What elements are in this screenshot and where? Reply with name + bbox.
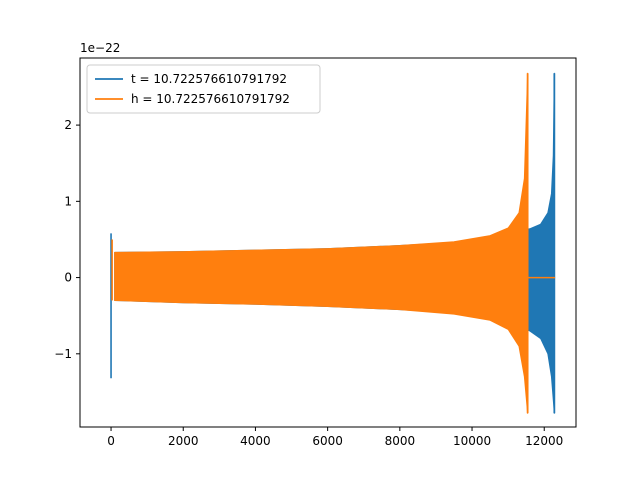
- x-tick-label: 4000: [240, 434, 271, 448]
- y-tick-label: −1: [54, 347, 72, 361]
- legend-item: t = 10.722576610791792: [95, 72, 287, 86]
- legend: t = 10.722576610791792 h = 10.72257661079…: [86, 64, 321, 114]
- plot-area: [110, 72, 556, 414]
- x-tick-label: 8000: [385, 434, 416, 448]
- x-tick-label: 10000: [453, 434, 491, 448]
- x-tick-label: 2000: [168, 434, 199, 448]
- x-axis: 0 2000 4000 6000 8000 10000 12000: [107, 427, 563, 448]
- y-axis: 2 1 0 −1: [54, 118, 80, 361]
- x-tick-label: 0: [107, 434, 115, 448]
- y-tick-label: 1: [64, 194, 72, 208]
- x-tick-label: 12000: [525, 434, 563, 448]
- legend-box: [86, 64, 321, 114]
- y-tick-label: 0: [64, 271, 72, 285]
- y-offset-text: 1e−22: [80, 41, 120, 55]
- x-tick-label: 6000: [312, 434, 343, 448]
- series-2-oscillation-lines: [114, 180, 525, 375]
- y-tick-label: 2: [64, 118, 72, 132]
- series-2: [111, 72, 556, 414]
- legend-label: t = 10.722576610791792: [131, 72, 287, 86]
- legend-item: h = 10.722576610791792: [95, 92, 290, 106]
- legend-label: h = 10.722576610791792: [131, 92, 290, 106]
